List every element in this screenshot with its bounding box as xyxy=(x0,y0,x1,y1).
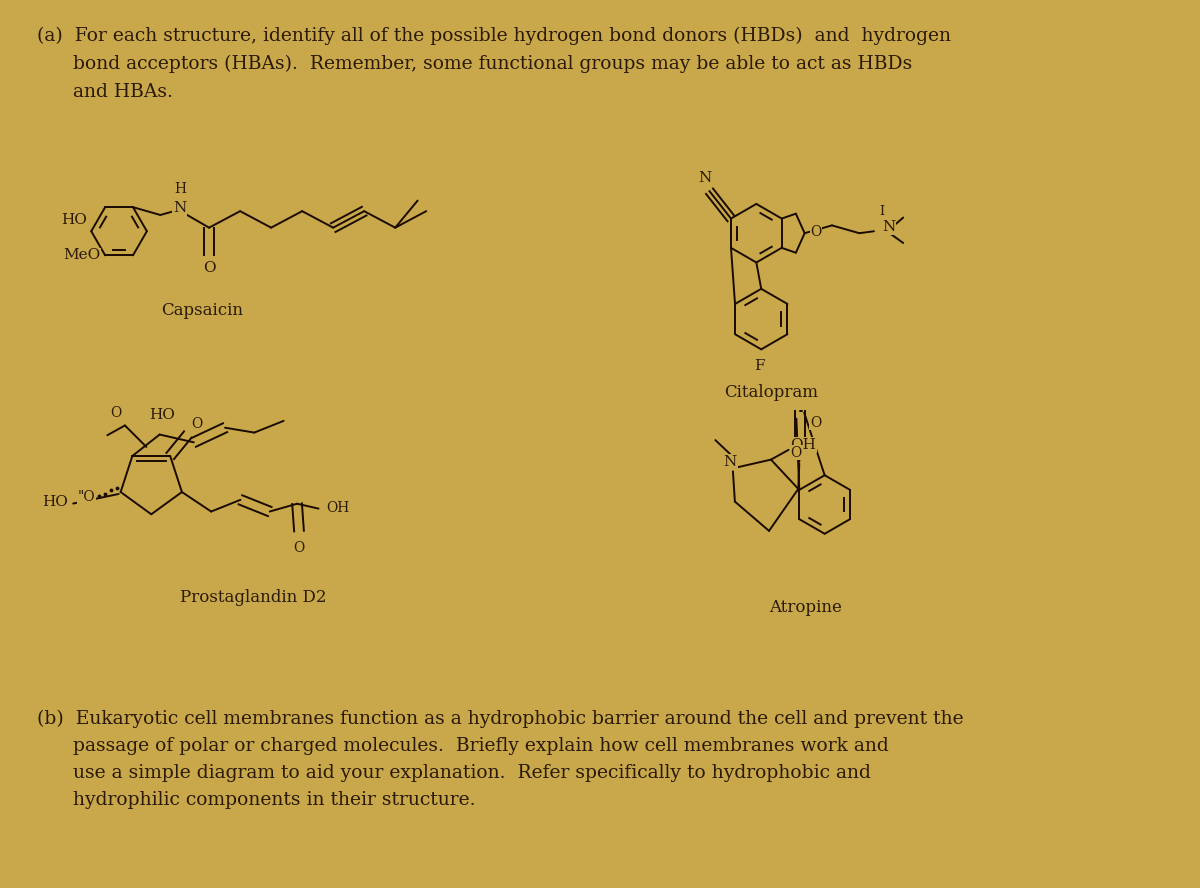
Text: and HBAs.: and HBAs. xyxy=(37,83,173,101)
Text: Capsaicin: Capsaicin xyxy=(161,302,244,319)
Text: OH: OH xyxy=(791,438,816,452)
Text: N: N xyxy=(698,171,712,186)
Text: Citalopram: Citalopram xyxy=(724,385,818,401)
Text: HO: HO xyxy=(61,213,88,227)
Text: bond acceptors (HBAs).  Remember, some functional groups may be able to act as H: bond acceptors (HBAs). Remember, some fu… xyxy=(37,54,912,73)
Text: (b)  Eukaryotic cell membranes function as a hydrophobic barrier around the cell: (b) Eukaryotic cell membranes function a… xyxy=(37,710,964,727)
Text: Atropine: Atropine xyxy=(769,599,841,616)
Text: passage of polar or charged molecules.  Briefly explain how cell membranes work : passage of polar or charged molecules. B… xyxy=(37,737,889,755)
Text: (a)  For each structure, identify all of the possible hydrogen bond donors (HBDs: (a) For each structure, identify all of … xyxy=(37,27,952,44)
Text: O: O xyxy=(109,406,121,420)
Text: HO: HO xyxy=(42,495,68,509)
Text: "O: "O xyxy=(78,490,95,503)
Text: O: O xyxy=(293,541,305,555)
Text: O: O xyxy=(192,416,203,431)
Text: O: O xyxy=(810,416,821,430)
Text: MeO: MeO xyxy=(64,249,101,262)
Text: I: I xyxy=(880,204,884,218)
Text: N: N xyxy=(724,455,737,469)
Text: N: N xyxy=(882,220,895,234)
Text: OH: OH xyxy=(326,501,349,515)
Text: hydrophilic components in their structure.: hydrophilic components in their structur… xyxy=(37,791,475,810)
Text: O: O xyxy=(791,446,802,460)
Text: H: H xyxy=(174,182,186,196)
Text: F: F xyxy=(754,359,764,373)
Text: use a simple diagram to aid your explanation.  Refer specifically to hydrophobic: use a simple diagram to aid your explana… xyxy=(37,764,871,782)
Text: N: N xyxy=(173,202,186,215)
Text: Prostaglandin D2: Prostaglandin D2 xyxy=(180,590,326,607)
Text: O: O xyxy=(203,261,216,274)
Text: HO: HO xyxy=(149,408,174,422)
Text: O: O xyxy=(810,226,822,239)
